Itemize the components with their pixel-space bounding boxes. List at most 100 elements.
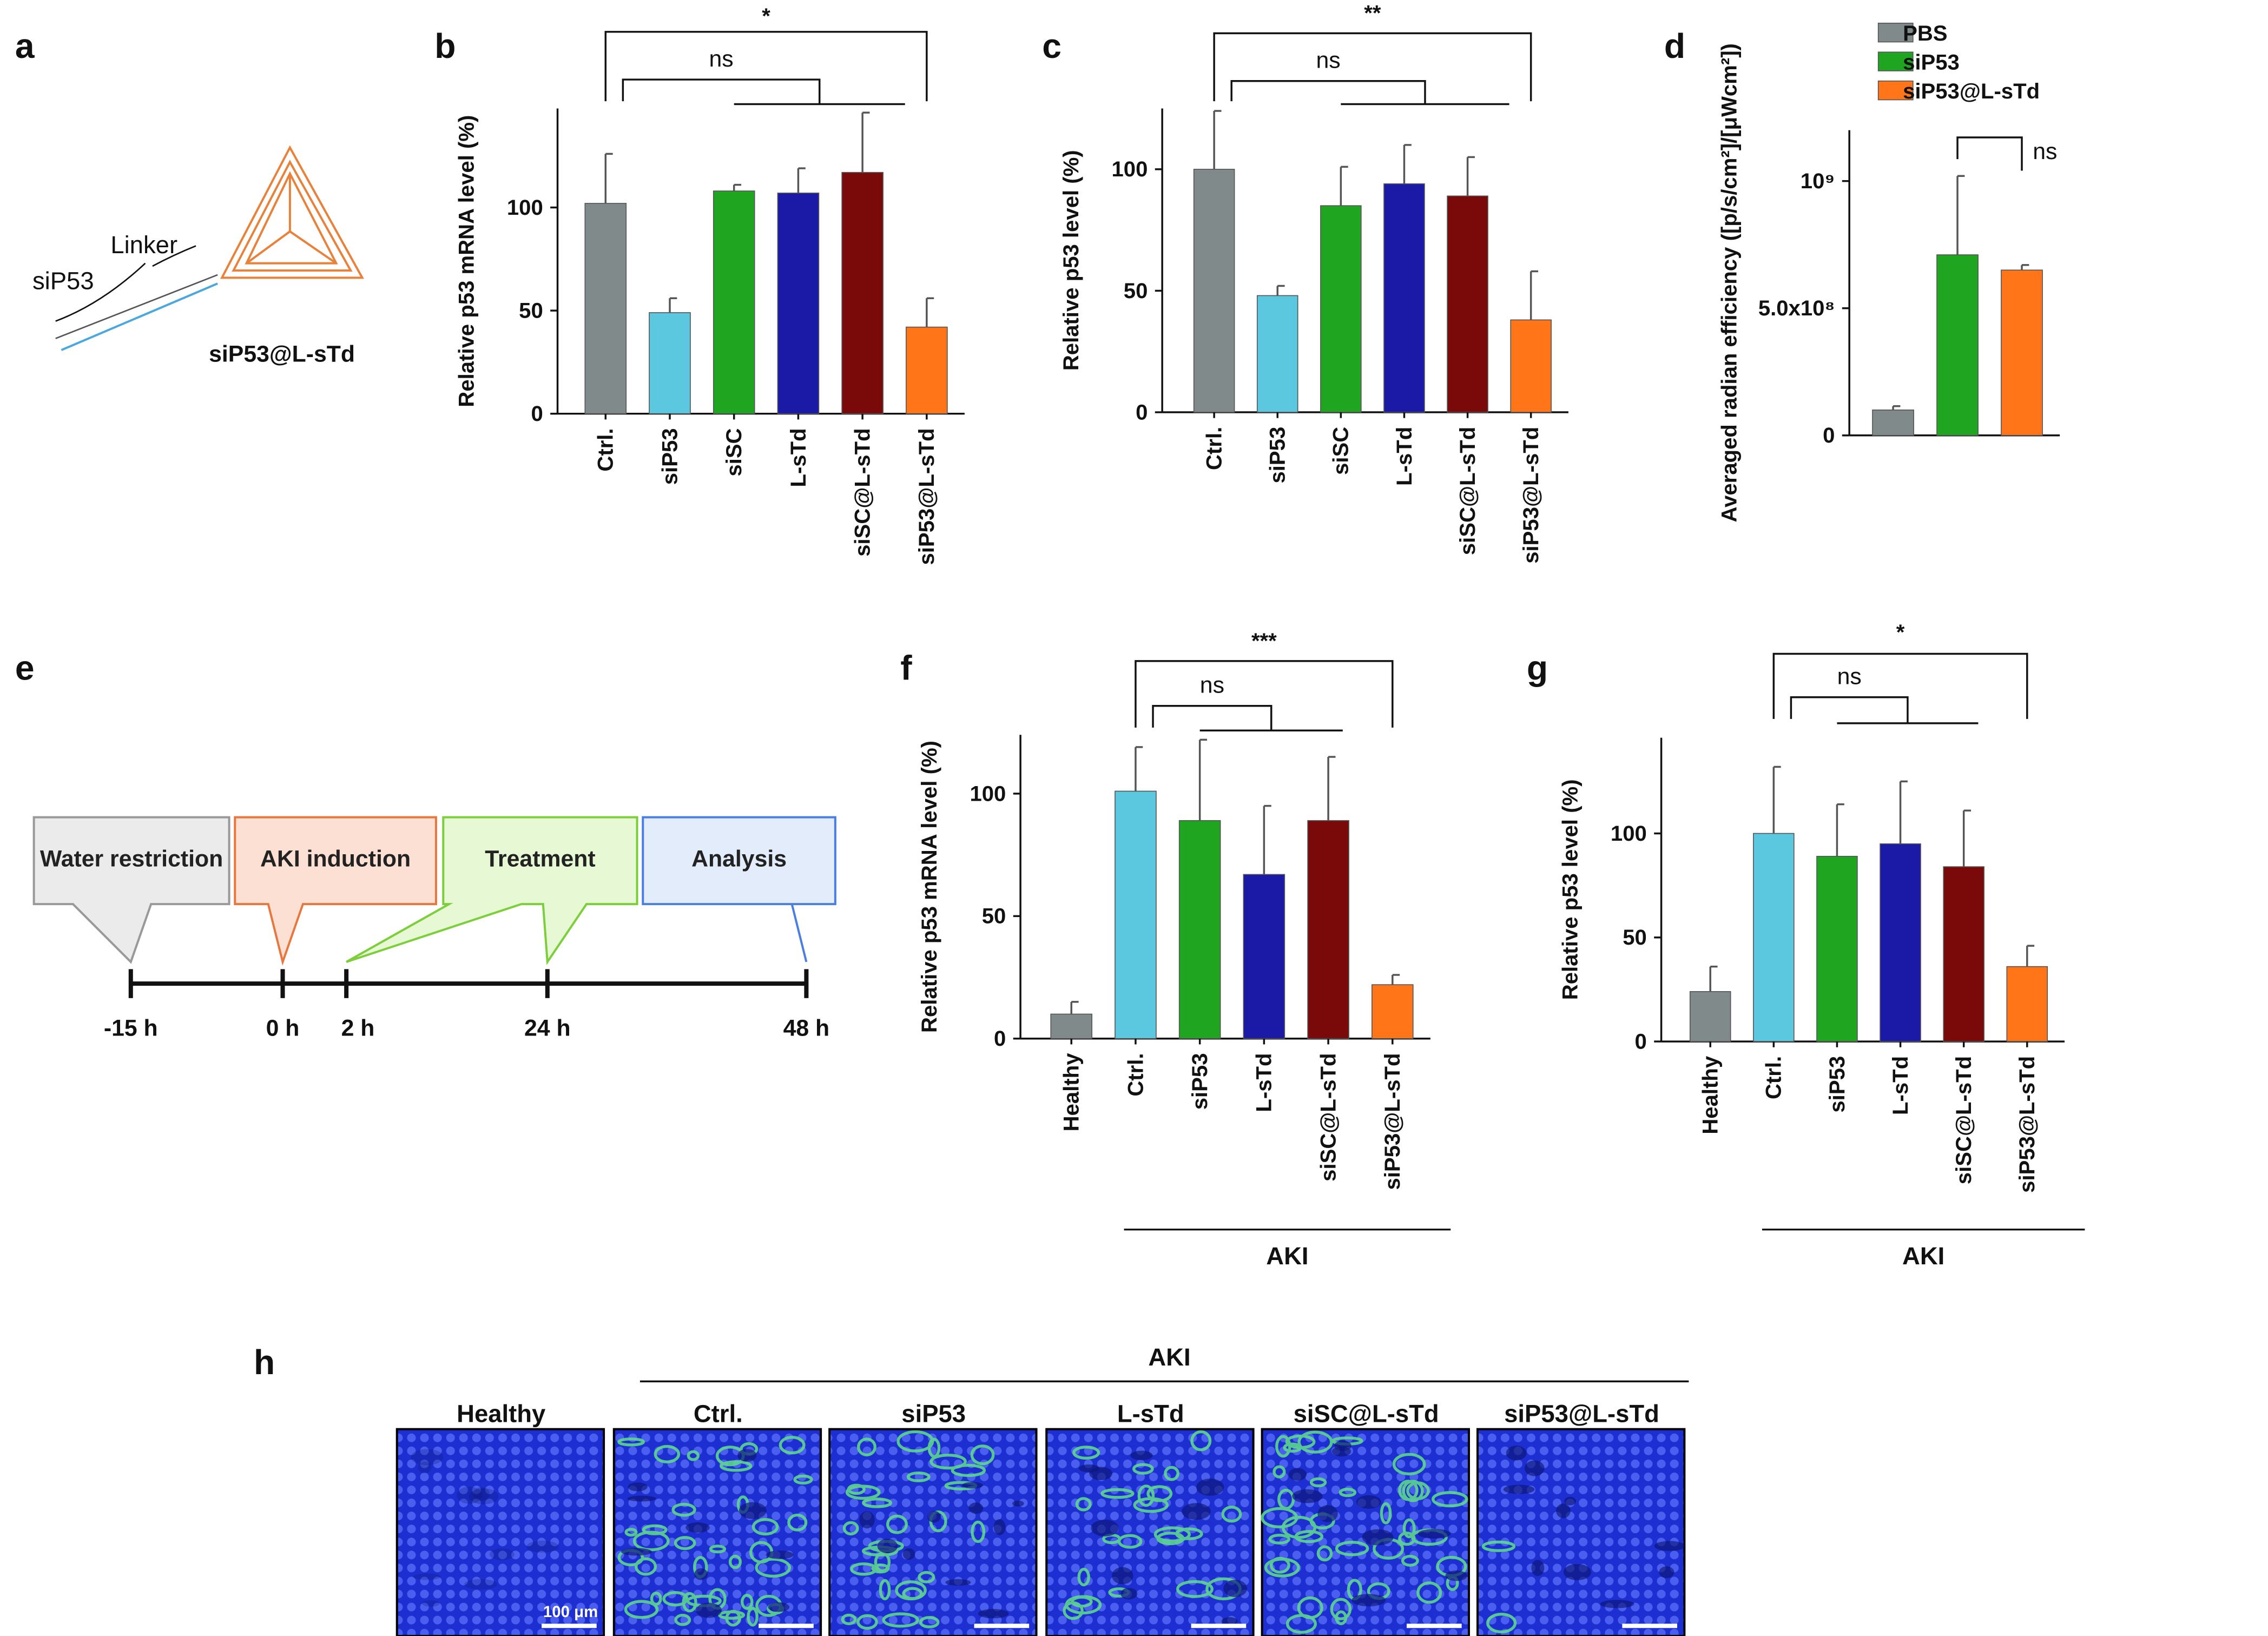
stain — [879, 1579, 891, 1601]
bar — [1307, 820, 1349, 1039]
stain — [1335, 1541, 1369, 1556]
lumen — [413, 1573, 441, 1580]
lumen — [1351, 1594, 1386, 1607]
y-axis-label: Averaged radian efficiency ([p/s/cm²]/[μ… — [1718, 43, 1742, 522]
panel-label: f — [900, 649, 912, 688]
lumen — [1331, 1446, 1351, 1457]
stain — [1285, 1434, 1316, 1449]
stain — [1402, 1518, 1416, 1539]
y-axis-label: Relative p53 mRNA level (%) — [454, 115, 478, 407]
lumen — [1506, 1446, 1527, 1461]
error-bar — [1956, 175, 1965, 255]
micrograph — [1045, 1428, 1255, 1636]
error-bar — [1327, 756, 1336, 821]
lumen — [526, 1540, 559, 1553]
x-tick-label: siP53 — [658, 428, 682, 485]
stage-text: Analysis — [691, 848, 787, 872]
legend-swatch — [1877, 22, 1914, 43]
x-tick-label: siP53@L-sTd — [1519, 427, 1543, 564]
stain — [927, 1437, 941, 1458]
y-tick-label: 0 — [531, 402, 543, 426]
lumen — [1362, 1529, 1394, 1546]
lumen — [469, 1488, 499, 1505]
y-axis-label: Relative p53 level (%) — [1559, 779, 1583, 1000]
fluorescence — [411, 1449, 559, 1607]
stain — [1268, 1534, 1290, 1545]
bar — [777, 193, 820, 414]
lumen — [968, 1502, 984, 1514]
stain — [1077, 1567, 1090, 1587]
stain — [951, 1463, 986, 1477]
lumen — [1292, 1489, 1323, 1503]
time-label: -15 h — [104, 1015, 158, 1041]
stain — [918, 1571, 935, 1584]
stain — [1221, 1506, 1242, 1523]
stain — [1164, 1466, 1179, 1481]
stain — [1339, 1488, 1357, 1498]
error-bar — [1899, 780, 1908, 844]
x-tick-label: siP53@L-sTd — [1381, 1053, 1405, 1190]
bar — [1372, 984, 1414, 1039]
stain — [755, 1558, 791, 1578]
error-bar — [2021, 264, 2029, 271]
x-tick-label: Ctrl. — [1124, 1053, 1148, 1096]
stain — [1285, 1614, 1317, 1634]
stain — [1133, 1497, 1169, 1513]
error-bar — [1403, 144, 1412, 184]
lumen — [766, 1551, 794, 1559]
tetra-inner — [246, 173, 337, 265]
lumen — [859, 1511, 875, 1529]
stain — [1137, 1485, 1155, 1507]
x-tick-label: siSC@L-sTd — [1316, 1053, 1340, 1181]
lumen — [696, 1602, 722, 1618]
tetra-edge — [232, 160, 353, 272]
error-bar — [1263, 804, 1271, 875]
stage-text: Treatment — [485, 848, 595, 872]
bar — [1880, 843, 1921, 1042]
sig-label: ** — [1364, 1, 1381, 25]
lumen — [877, 1539, 898, 1554]
fluorescence — [1261, 1430, 1468, 1634]
panel-label: h — [254, 1343, 275, 1382]
stain — [1380, 1502, 1392, 1525]
lumen — [1182, 1503, 1211, 1520]
stain — [842, 1521, 859, 1536]
lumen — [694, 1568, 708, 1580]
error-bar — [861, 111, 870, 173]
panel-label: g — [1527, 649, 1548, 688]
stain — [1297, 1430, 1333, 1454]
lumen — [621, 1548, 652, 1556]
scale-label: 100 μm — [543, 1603, 598, 1621]
bar — [713, 190, 755, 414]
y-axis-label: Relative p53 mRNA level (%) — [918, 741, 941, 1033]
stain — [1117, 1534, 1143, 1549]
bar — [2001, 269, 2043, 436]
x-tick-label: siSC@L-sTd — [851, 428, 875, 556]
image-title: Healthy — [457, 1400, 546, 1427]
x-tick-label: siP53@L-sTd — [915, 428, 939, 565]
stain — [709, 1545, 727, 1554]
bar — [841, 171, 884, 414]
micrograph — [1476, 1428, 1686, 1636]
sig-label: * — [762, 4, 770, 28]
group-label: AKI — [1902, 1242, 1944, 1270]
fluorescence — [1481, 1446, 1685, 1634]
lumen — [1418, 1529, 1451, 1539]
bar — [649, 312, 691, 414]
error-bar — [1529, 270, 1539, 320]
stain — [1176, 1580, 1214, 1598]
bar — [1383, 183, 1425, 413]
bar — [1753, 833, 1795, 1042]
stain — [1481, 1540, 1516, 1552]
lumen — [1012, 1500, 1024, 1507]
lumen — [739, 1502, 767, 1519]
lumen — [1221, 1617, 1238, 1625]
stain — [970, 1444, 995, 1466]
error-bar — [1836, 803, 1844, 856]
y-tick-label: 5.0x10⁸ — [1758, 296, 1835, 320]
strand — [55, 274, 218, 339]
schematic-label: Linker — [110, 231, 177, 259]
stain — [1309, 1477, 1327, 1488]
tetra-edge — [220, 145, 364, 279]
